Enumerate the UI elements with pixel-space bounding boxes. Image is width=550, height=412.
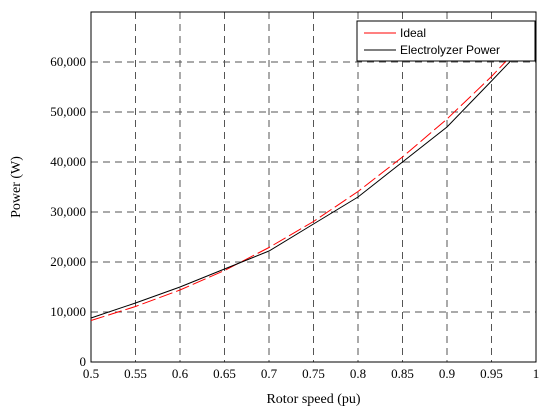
- y-tick-label: 50,000: [50, 104, 86, 119]
- y-tick-label: 10,000: [50, 304, 86, 319]
- legend-label-ideal: Ideal: [400, 26, 426, 40]
- x-tick-label: 0.7: [261, 366, 278, 381]
- legend-box: [356, 20, 536, 62]
- x-tick-label: 0.6: [172, 366, 189, 381]
- y-axis-title: Power (W): [9, 156, 24, 218]
- y-tick-label: 40,000: [50, 154, 86, 169]
- x-tick-label: 0.95: [480, 366, 503, 381]
- x-tick-label: 0.5: [83, 366, 99, 381]
- y-tick-label: 0: [80, 354, 87, 369]
- x-tick-label: 0.75: [302, 366, 325, 381]
- series-line-electrolyzer-power: [90, 34, 537, 319]
- grid: [91, 12, 536, 362]
- x-axis-title: Rotor speed (pu): [266, 392, 360, 407]
- legend: Ideal Electrolyzer Power: [356, 20, 536, 62]
- x-tick-label: 0.55: [124, 366, 147, 381]
- axis-ticks: 0.5 0.55 0.6 0.65 0.7 0.75 0.8 0.85 0.9 0.95 1 0 10,…: [50, 54, 539, 381]
- y-tick-label: 30,000: [50, 204, 86, 219]
- series-lines: [90, 29, 537, 321]
- x-tick-label: 0.8: [350, 366, 366, 381]
- x-tick-label: 1: [533, 366, 540, 381]
- x-tick-label: 0.85: [391, 366, 414, 381]
- x-tick-label: 0.65: [213, 366, 236, 381]
- legend-label-electrolyzer-power: Electrolyzer Power: [400, 43, 500, 57]
- plot-area-frame: [90, 11, 537, 363]
- y-tick-label: 20,000: [50, 254, 86, 269]
- series-line-ideal: [90, 29, 537, 321]
- x-tick-label: 0.9: [439, 366, 455, 381]
- y-tick-label: 60,000: [50, 54, 86, 69]
